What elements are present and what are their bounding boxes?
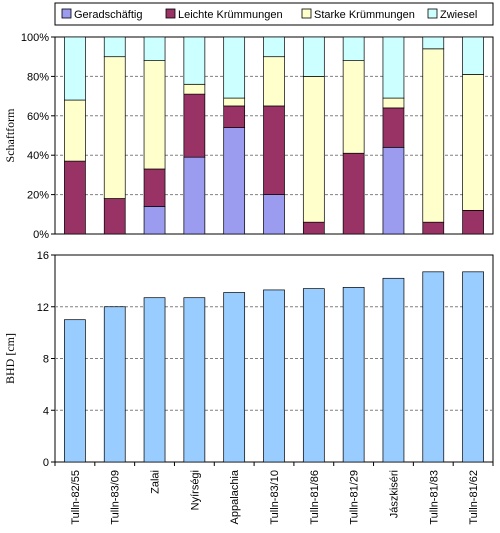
bar-segment [143, 60, 166, 170]
bar [103, 306, 126, 463]
y-tick-label: 40% [27, 150, 49, 162]
x-tick-label: Tulln-83/10 [269, 470, 281, 525]
bar-segment [462, 210, 484, 235]
bar-segment [422, 221, 445, 235]
x-tick-label: Tulln-81/83 [428, 470, 440, 525]
x-tick-label: Appalachia [229, 469, 241, 524]
bar-segment [263, 105, 285, 195]
bar-segment [382, 107, 405, 148]
bar [342, 286, 365, 463]
x-tick-label: Tulln-83/09 [110, 470, 122, 525]
bar [223, 292, 246, 463]
y-tick-label: 0 [43, 457, 49, 469]
bar-segment [462, 36, 484, 75]
legend-label: Zwiesel [440, 9, 477, 21]
bar-segment [263, 36, 285, 58]
bar-segment [263, 194, 285, 235]
bar-segment [183, 36, 206, 85]
y-tick-label: 12 [37, 302, 49, 314]
x-tick-label: Jászkiséri [388, 470, 400, 518]
legend-label: Leichte Krümmungen [178, 9, 283, 21]
bar-segment [342, 152, 365, 235]
legend-swatch [427, 8, 438, 19]
bar-segment [103, 56, 126, 199]
bar-segment [382, 97, 405, 109]
legend: Geradschäftig Leichte Krümmungen Starke Kr… [54, 2, 494, 26]
legend-swatch [61, 8, 72, 19]
bar-segment [382, 36, 405, 99]
bar-segment [223, 105, 246, 128]
y-axis-title: BHD [cm] [3, 333, 17, 384]
bar-segment [302, 221, 325, 235]
legend-swatch [301, 8, 312, 19]
bar-segment [143, 206, 166, 235]
dbh-chart: 0 4 8 12 16 BHD [cm] Tulln-82/55 Tulln-83/09 Zal… [3, 250, 494, 525]
bar-segment [382, 146, 405, 235]
legend-swatch [165, 8, 176, 19]
bar-segment [143, 36, 166, 61]
bar-segment [422, 36, 445, 50]
bar-segment [64, 36, 86, 101]
bar-segment [223, 127, 246, 235]
bar-segment [143, 168, 166, 207]
y-tick-label: 60% [27, 111, 49, 123]
bar-segment [183, 93, 206, 158]
legend-label: Geradschäftig [74, 9, 142, 21]
bar [64, 319, 86, 463]
y-axis-title: Schaftform [3, 108, 17, 163]
x-tick-label: Tulln-81/62 [468, 470, 480, 525]
bar [263, 289, 285, 463]
bar-segment [64, 99, 86, 162]
bar-segment [103, 198, 126, 235]
bar-segment [422, 48, 445, 223]
x-tick-label: Zalai [150, 470, 162, 494]
bar [183, 297, 206, 463]
bar-segment [462, 74, 484, 211]
bar [422, 271, 445, 463]
bar-segment [302, 36, 325, 77]
y-tick-label: 0% [33, 229, 49, 241]
y-tick-label: 20% [27, 190, 49, 202]
bar [143, 297, 166, 463]
legend-label: Starke Krümmungen [314, 9, 415, 21]
bar-segment [223, 97, 246, 107]
bar-segment [302, 76, 325, 223]
y-tick-label: 100% [21, 32, 49, 44]
y-tick-label: 8 [43, 354, 49, 366]
x-tick-label: Tulln-82/55 [70, 470, 82, 525]
bar-segment [103, 36, 126, 58]
x-tick-label: Tulln-81/29 [349, 470, 361, 525]
y-tick-label: 4 [43, 405, 49, 417]
bar-segment [342, 36, 365, 61]
x-tick-label: Tulln-81/86 [309, 470, 321, 525]
y-tick-label: 80% [27, 71, 49, 83]
bar-segment [183, 83, 206, 95]
bar [382, 277, 405, 463]
bar-segment [223, 36, 246, 99]
y-tick-label: 16 [37, 250, 49, 262]
shaft-form-chart: 0% 20% 40% 60% 80% 100% Schaftform [3, 32, 494, 241]
x-tick-label: Nyírségi [189, 470, 201, 510]
bar-segment [183, 156, 206, 235]
bar-segment [342, 60, 365, 154]
bar-segment [64, 160, 86, 235]
legend-box [54, 2, 494, 26]
bar [462, 271, 484, 463]
bar-segment [263, 56, 285, 107]
bar [302, 288, 325, 463]
